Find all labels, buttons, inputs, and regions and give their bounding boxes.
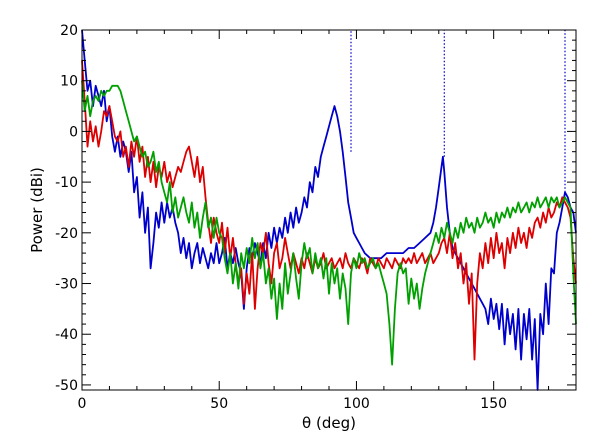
y-tick-label--30: -30 bbox=[55, 277, 78, 293]
plot-frame bbox=[81, 29, 577, 391]
y-tick-label-10: 10 bbox=[60, 74, 78, 90]
series-line-1 bbox=[81, 60, 577, 361]
series-layer bbox=[81, 29, 577, 391]
x-tick-label-0: 0 bbox=[78, 396, 87, 412]
x-tick-label-50: 50 bbox=[210, 396, 228, 412]
series-line-0 bbox=[81, 29, 577, 391]
y-tick-label--40: -40 bbox=[55, 327, 78, 343]
y-tick-label--20: -20 bbox=[55, 226, 78, 242]
y-axis-label: Power (dBi) bbox=[28, 167, 46, 253]
series-line-2 bbox=[81, 80, 577, 366]
y-tick-label--50: -50 bbox=[55, 378, 78, 394]
y-tick-label-20: 20 bbox=[60, 23, 78, 39]
y-tick-label--10: -10 bbox=[55, 175, 78, 191]
x-tick-label-100: 100 bbox=[343, 396, 370, 412]
x-tick-label-150: 150 bbox=[480, 396, 507, 412]
y-tick-label-0: 0 bbox=[69, 124, 78, 140]
x-axis-label: θ (deg) bbox=[302, 414, 356, 432]
